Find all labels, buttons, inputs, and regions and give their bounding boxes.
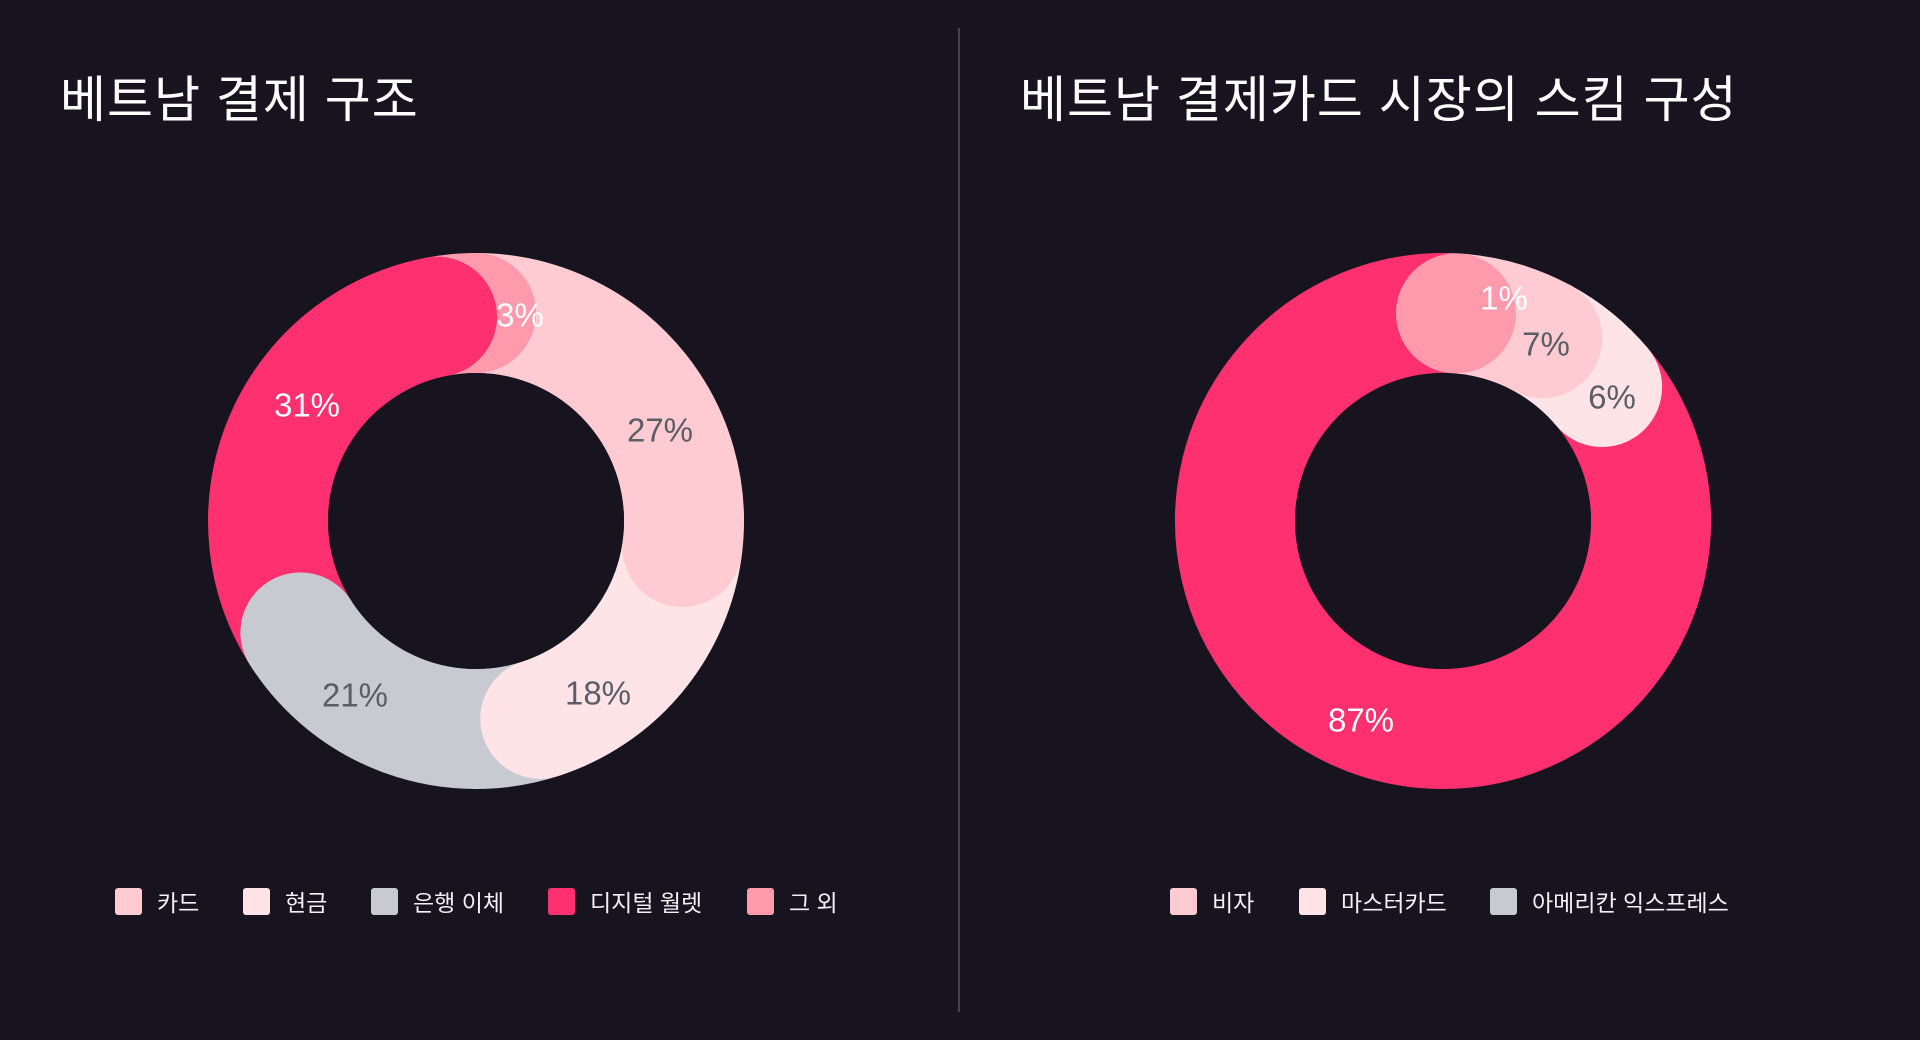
- slice-percentage-label: 6%: [1588, 379, 1636, 416]
- legend-label: 은행 이체: [413, 890, 505, 916]
- left-chart-title: 베트남 결제 구조: [60, 72, 419, 128]
- legend-item[interactable]: 마스터카드: [1299, 884, 1447, 918]
- slice-percentage-label: 21%: [322, 677, 388, 714]
- legend-swatch-icon: [371, 887, 398, 915]
- legend-swatch-icon: [548, 887, 575, 915]
- donut-slice-cap: [1395, 253, 1516, 374]
- donut-slice-cap: [377, 256, 498, 377]
- donut-hole: [1295, 373, 1591, 669]
- legend-swatch-icon: [1170, 887, 1197, 915]
- donut-slice-cap: [480, 658, 601, 779]
- right-chart-title: 베트남 결제카드 시장의 스킴 구성: [1020, 72, 1738, 128]
- legend-swatch-icon: [1299, 887, 1326, 915]
- legend-item[interactable]: 현금: [243, 884, 327, 918]
- legend-item[interactable]: 그 외: [747, 884, 838, 918]
- legend-label: 디지털 월렛: [590, 890, 703, 916]
- payment-structure-donut-chart: 27% 18% 21% 31% 3%: [208, 253, 744, 789]
- legend-item[interactable]: 은행 이체: [371, 884, 504, 918]
- legend-item[interactable]: 비자: [1170, 884, 1254, 918]
- legend-item[interactable]: 카드: [115, 884, 199, 918]
- slice-percentage-label: 31%: [274, 387, 340, 424]
- legend-swatch-icon: [243, 887, 270, 915]
- legend-swatch-icon: [747, 887, 774, 915]
- donut-slice: [1175, 253, 1711, 789]
- donut-slice-cap: [622, 487, 743, 608]
- legend-label: 마스터카드: [1341, 890, 1447, 916]
- legend-label: 아메리칸 익스프레스: [1532, 890, 1729, 916]
- slice-percentage-label: 27%: [627, 412, 693, 449]
- legend-swatch-icon: [115, 887, 142, 915]
- slice-percentage-label: 1%: [1480, 280, 1528, 317]
- slice-percentage-label: 87%: [1328, 702, 1394, 739]
- legend-item[interactable]: 아메리칸 익스프레스: [1490, 884, 1729, 918]
- legend-label: 그 외: [789, 890, 838, 916]
- legend-swatch-icon: [1490, 887, 1517, 915]
- slice-percentage-label: 7%: [1522, 326, 1570, 363]
- card-scheme-donut-chart: 1% 7% 6% 87%: [1175, 253, 1711, 789]
- left-chart-panel: 베트남 결제 구조 27% 18% 21% 31% 3% 카드 현금 은행 이체 디지털 월렛…: [60, 72, 838, 918]
- donut-hole: [328, 373, 624, 669]
- slice-percentage-label: 3%: [496, 297, 544, 334]
- slice-percentage-label: 18%: [565, 675, 631, 712]
- legend-item[interactable]: 디지털 월렛: [548, 884, 702, 918]
- legend-label: 카드: [157, 890, 200, 916]
- donut-slice-cap: [240, 572, 361, 693]
- panel-divider: [958, 28, 960, 1012]
- legend-label: 비자: [1212, 890, 1255, 916]
- right-chart-panel: 베트남 결제카드 시장의 스킴 구성 1% 7% 6% 87% 비자 마스터카드 아메리칸…: [960, 0, 1920, 1040]
- legend-label: 현금: [285, 890, 328, 916]
